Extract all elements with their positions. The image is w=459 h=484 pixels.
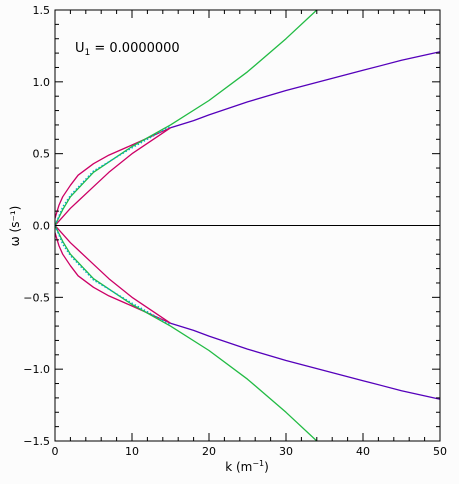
- x-tick-label-4: 40: [356, 445, 370, 458]
- y-tick-label-3: 0.0: [33, 220, 51, 233]
- series-line-9: [54, 225, 171, 326]
- x-tick-label-2: 20: [202, 445, 216, 458]
- annotation-label: U1 = 0.0000000: [75, 41, 180, 58]
- x-axis-label-tail: ): [264, 460, 269, 474]
- series-line-2: [54, 232, 171, 324]
- series-line-0: [54, 127, 171, 219]
- annotation-subscript: 1: [85, 48, 91, 58]
- y-tick-label-6: 1.5: [33, 4, 51, 17]
- series-line-7: [54, 225, 318, 442]
- series-line-5: [170, 322, 441, 400]
- annotation-value: = 0.0000000: [90, 41, 179, 56]
- y-tick-label-5: 1.0: [33, 76, 51, 89]
- x-axis-label: k (m−1): [225, 459, 269, 474]
- series-layer: [54, 9, 441, 442]
- labels-layer: 0 10 20 30 40 50 −1.5 −1.0 −0.5 0.0 0.5 1.0 1.5: [23, 4, 447, 458]
- x-tick-label-0: 0: [52, 445, 59, 458]
- x-axis-label-superscript: −1: [252, 459, 264, 468]
- y-tick-label-2: −0.5: [23, 291, 50, 304]
- plot-frame: [54, 9, 441, 442]
- series-line-8: [54, 125, 171, 226]
- x-tick-label-1: 10: [125, 445, 139, 458]
- series-line-4: [170, 51, 441, 129]
- series-line-1: [54, 127, 171, 226]
- x-tick-label-5: 50: [433, 445, 447, 458]
- series-line-6: [54, 9, 318, 226]
- y-tick-label-4: 0.5: [33, 148, 51, 161]
- series-line-3: [54, 225, 171, 324]
- y-tick-label-0: −1.5: [23, 435, 50, 448]
- y-tick-label-1: −1.0: [23, 363, 50, 376]
- x-tick-label-3: 30: [279, 445, 293, 458]
- y-axis-label: ω (s⁻¹): [8, 206, 22, 247]
